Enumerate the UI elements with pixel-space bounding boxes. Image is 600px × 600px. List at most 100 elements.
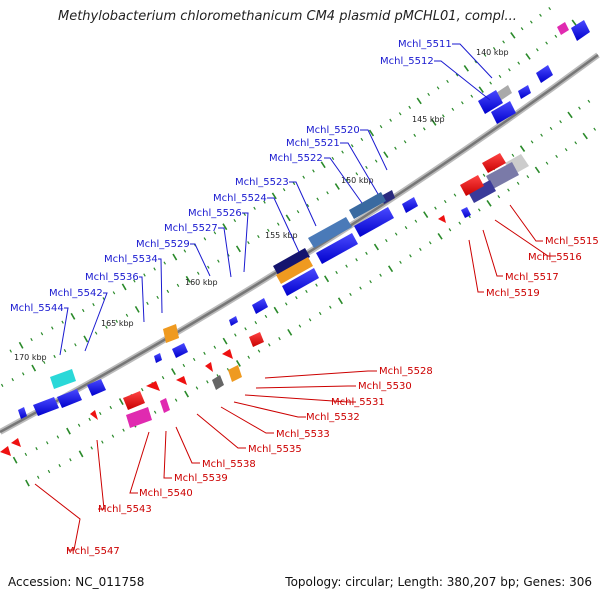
- gene-label-mchl-5522[interactable]: Mchl_5522: [269, 153, 323, 164]
- gene-label-mchl-5543[interactable]: Mchl_5543: [98, 504, 152, 515]
- gene-label-mchl-5542[interactable]: Mchl_5542: [49, 288, 103, 299]
- gene-label-mchl-5523[interactable]: Mchl_5523: [235, 177, 289, 188]
- gene-box-mchl-5529[interactable]: [252, 298, 268, 314]
- gene-box-mchl-5546a[interactable]: [11, 438, 21, 447]
- gene-box-mchl-5519[interactable]: [461, 207, 471, 218]
- tick-mark: [146, 301, 149, 305]
- tick-mark: [365, 165, 368, 170]
- gene-label-mchl-5512[interactable]: Mchl_5512: [380, 56, 434, 67]
- gene-box-mchl-5511[interactable]: [536, 65, 553, 83]
- gene-label-mchl-5519[interactable]: Mchl_5519: [486, 288, 540, 299]
- tick-mark: [69, 458, 72, 462]
- gene-box-mchl-5535[interactable]: [176, 376, 187, 385]
- gene-label-mchl-5547[interactable]: Mchl_5547: [66, 546, 120, 557]
- gene-label-mchl-5520[interactable]: Mchl_5520: [306, 125, 360, 136]
- gene-box-mchl-5534[interactable]: [163, 324, 179, 343]
- gene-label-mchl-5544[interactable]: Mchl_5544: [10, 303, 64, 314]
- tick-mark: [511, 153, 515, 157]
- gene-box-mchl-5518a[interactable]: [482, 153, 506, 173]
- tick-mark: [437, 232, 443, 240]
- tick-mark: [74, 343, 77, 347]
- gene-box-mchl-5513[interactable]: [491, 101, 516, 124]
- gene-label-mchl-5539[interactable]: Mchl_5539: [174, 473, 228, 484]
- gene-box-mchl-5512[interactable]: [478, 90, 503, 114]
- gene-label-mchl-5521[interactable]: Mchl_5521: [286, 138, 340, 149]
- gene-label-mchl-5532[interactable]: Mchl_5532: [306, 412, 360, 423]
- gene-box-mchl-5542b[interactable]: [87, 379, 106, 396]
- gene-box-mchl-5512a[interactable]: [496, 85, 512, 101]
- gene-box-mchl-5527[interactable]: [276, 257, 313, 284]
- tick-mark: [222, 223, 228, 231]
- gene-box-mchl-5536b[interactable]: [154, 353, 162, 363]
- gene-box-mchl-5517[interactable]: [468, 180, 496, 203]
- tick-mark: [185, 275, 191, 283]
- gene-label-mchl-5517[interactable]: Mchl_5517: [505, 272, 559, 283]
- gene-box-mchl-5523[interactable]: [354, 207, 394, 237]
- tick-mark: [31, 364, 37, 372]
- gene-box-mchl-5522b[interactable]: [402, 197, 418, 213]
- tick-mark: [163, 261, 166, 265]
- gene-box-mchl-5529b[interactable]: [229, 316, 238, 326]
- gene-label-mchl-5534[interactable]: Mchl_5534: [104, 254, 158, 265]
- tick-mark: [292, 181, 296, 186]
- gene-box-mchl-5530[interactable]: [222, 349, 233, 359]
- gene-box-mchl-5533[interactable]: [205, 362, 213, 372]
- gene-box-mchl-5539[interactable]: [160, 398, 170, 413]
- tick-mark: [51, 326, 54, 330]
- gene-box-mchl-5510[interactable]: [557, 22, 569, 35]
- tick-mark: [83, 335, 89, 343]
- gene-box-mchl-5540[interactable]: [126, 407, 152, 428]
- gene-label-mchl-5535[interactable]: Mchl_5535: [248, 444, 302, 455]
- gene-box-mchl-5532[interactable]: [212, 375, 224, 390]
- gene-box-mchl-5522[interactable]: [308, 217, 352, 248]
- gene-box-mchl-5531[interactable]: [228, 365, 242, 382]
- tick-mark: [477, 208, 481, 212]
- gene-box-mchl-5528[interactable]: [249, 332, 264, 347]
- tick-mark: [235, 360, 241, 367]
- gene-box-mchl-5516[interactable]: [486, 162, 519, 189]
- tick-mark: [254, 321, 258, 325]
- gene-label-mchl-5524[interactable]: Mchl_5524: [213, 193, 267, 204]
- tick-mark: [331, 156, 335, 160]
- gene-label-mchl-5527[interactable]: Mchl_5527: [164, 223, 218, 234]
- gene-label-mchl-5529[interactable]: Mchl_5529: [136, 239, 190, 250]
- gene-box-mchl-5546b[interactable]: [0, 446, 11, 456]
- gene-box-mchl-5543b[interactable]: [57, 389, 82, 408]
- tick-mark: [545, 41, 548, 45]
- tick-mark: [35, 447, 38, 451]
- tick-mark: [574, 141, 578, 145]
- gene-label-mchl-5540[interactable]: Mchl_5540: [139, 488, 193, 499]
- gene-box-mchl-5514[interactable]: [518, 85, 531, 99]
- tick-mark: [98, 411, 102, 416]
- tick-mark: [416, 97, 422, 105]
- gene-box-mchl-5518c[interactable]: [438, 215, 446, 223]
- gene-label-mchl-5531[interactable]: Mchl_5531: [331, 397, 385, 408]
- gene-box-mchl-5521[interactable]: [349, 192, 386, 219]
- gene-label-mchl-5538[interactable]: Mchl_5538: [202, 459, 256, 470]
- gene-box-mchl-5542[interactable]: [50, 369, 76, 389]
- tick-mark: [90, 446, 93, 450]
- gene-box-mchl-5526[interactable]: [273, 248, 310, 275]
- gene-label-mchl-5515[interactable]: Mchl_5515: [545, 236, 599, 247]
- gene-box-mchl-5527b[interactable]: [282, 268, 319, 296]
- tick-mark: [284, 302, 288, 306]
- gene-box-mchl-5540a[interactable]: [123, 391, 145, 410]
- gene-label-mchl-5516[interactable]: Mchl_5516: [528, 252, 582, 263]
- gene-label-mchl-5511[interactable]: Mchl_5511: [398, 39, 452, 50]
- gene-label-mchl-5526[interactable]: Mchl_5526: [188, 208, 242, 219]
- gene-label-mchl-5536[interactable]: Mchl_5536: [85, 272, 139, 283]
- tick-mark: [302, 175, 306, 179]
- tick-mark: [529, 20, 533, 24]
- gene-box-mchl-5524[interactable]: [316, 233, 358, 264]
- gene-label-mchl-5533[interactable]: Mchl_5533: [276, 429, 330, 440]
- gene-box-mchl-5536[interactable]: [172, 343, 188, 358]
- gene-box-mchl-5510b[interactable]: [571, 20, 590, 41]
- gene-box-mchl-5545[interactable]: [18, 407, 27, 419]
- gene-box-mchl-5538[interactable]: [146, 381, 160, 391]
- gene-label-mchl-5530[interactable]: Mchl_5530: [358, 381, 412, 392]
- gene-box-mchl-5518b[interactable]: [460, 175, 484, 196]
- tick-mark: [222, 337, 228, 345]
- gene-box-mchl-5541[interactable]: [90, 410, 98, 420]
- gene-box-mchl-5544[interactable]: [33, 397, 59, 416]
- gene-label-mchl-5528[interactable]: Mchl_5528: [379, 366, 433, 377]
